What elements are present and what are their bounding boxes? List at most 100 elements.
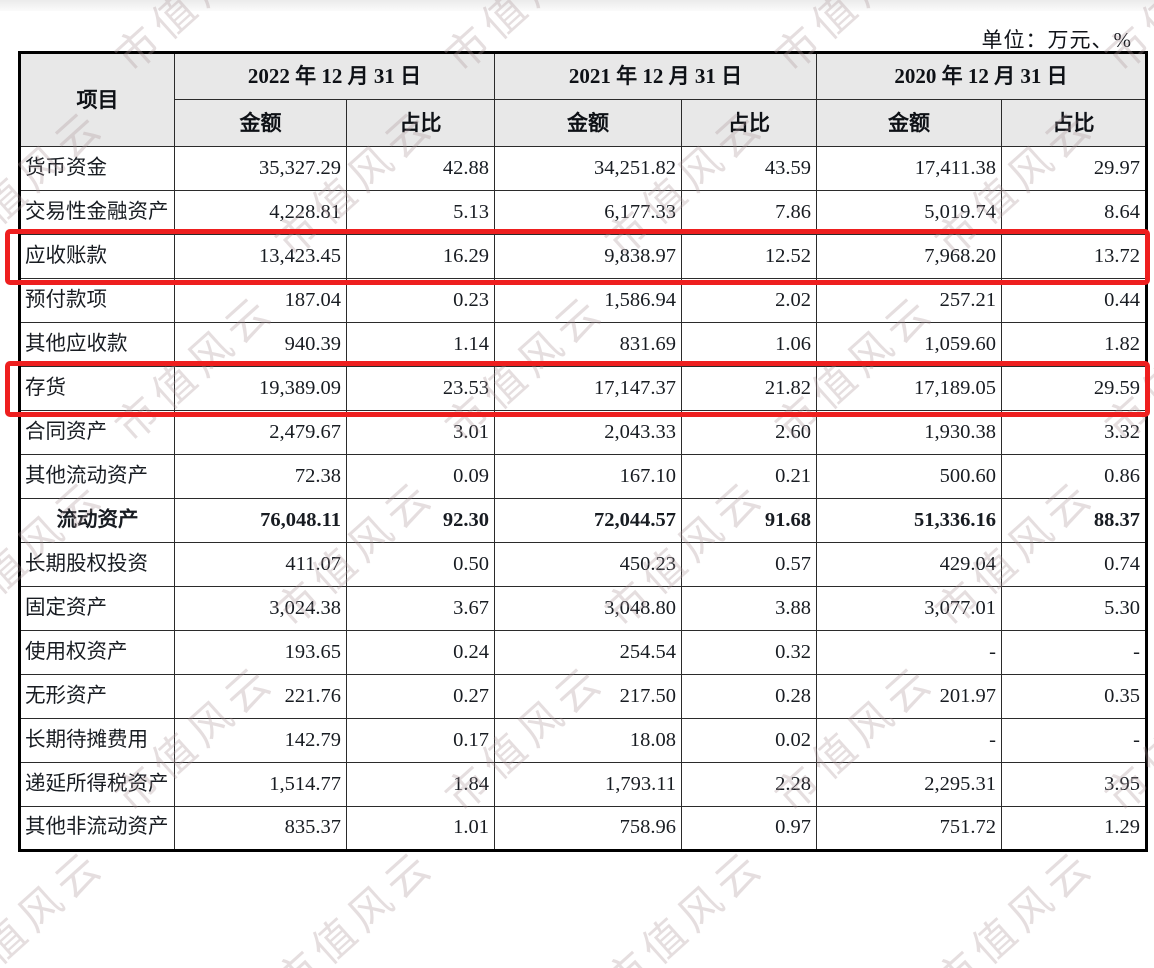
ratio-cell: 3.67 — [346, 586, 495, 631]
ratio-cell: 0.23 — [346, 278, 495, 323]
ratio-cell: 0.02 — [681, 718, 817, 763]
ratio-cell: 29.97 — [1001, 146, 1147, 191]
balance-sheet-table: 项目 2022 年 12 月 31 日 2021 年 12 月 31 日 202… — [18, 51, 1148, 852]
amount-cell: 201.97 — [816, 674, 1002, 719]
amount-cell: 9,838.97 — [494, 234, 682, 279]
amount-cell: 167.10 — [494, 454, 682, 499]
table-row: 流动资产 76,048.11 92.30 72,044.57 91.68 51,336.1… — [19, 498, 1147, 543]
ratio-cell: 92.30 — [346, 498, 495, 543]
col-header-date-2021: 2021 年 12 月 31 日 — [494, 52, 817, 100]
amount-cell: 76,048.11 — [174, 498, 347, 543]
amount-cell: 411.07 — [174, 542, 347, 587]
row-item-label: 货币资金 — [19, 146, 175, 191]
watermark-text: 市值风云 — [267, 841, 445, 968]
unit-label: 单位：万元、% — [981, 28, 1132, 52]
table-row: 递延所得税资产 1,514.77 1.84 1,793.11 2.28 2,295.31 3… — [19, 762, 1147, 807]
amount-cell: 2,479.67 — [174, 410, 347, 455]
ratio-cell: 3.01 — [346, 410, 495, 455]
ratio-cell: 13.72 — [1001, 234, 1147, 279]
ratio-cell: 42.88 — [346, 146, 495, 191]
amount-cell: 1,930.38 — [816, 410, 1002, 455]
ratio-cell: 0.24 — [346, 630, 495, 675]
row-item-label: 递延所得税资产 — [19, 762, 175, 807]
col-header-ratio-2020: 占比 — [1001, 99, 1147, 147]
ratio-cell: 0.27 — [346, 674, 495, 719]
amount-cell: 835.37 — [174, 806, 347, 851]
amount-cell: 17,147.37 — [494, 366, 682, 411]
ratio-cell: 1.29 — [1001, 806, 1147, 851]
col-header-item: 项目 — [19, 52, 175, 147]
table-row: 其他非流动资产 835.37 1.01 758.96 0.97 751.72 1.29 — [19, 806, 1147, 851]
amount-cell: 34,251.82 — [494, 146, 682, 191]
table-row: 交易性金融资产 4,228.81 5.13 6,177.33 7.86 5,019.74 8… — [19, 190, 1147, 235]
amount-cell: 254.54 — [494, 630, 682, 675]
col-header-ratio-2021: 占比 — [681, 99, 817, 147]
watermark-text: 市值风云 — [597, 841, 775, 968]
ratio-cell: 91.68 — [681, 498, 817, 543]
col-header-date-2020: 2020 年 12 月 31 日 — [816, 52, 1147, 100]
amount-cell: 35,327.29 — [174, 146, 347, 191]
ratio-cell: 3.95 — [1001, 762, 1147, 807]
amount-cell: 221.76 — [174, 674, 347, 719]
row-item-label: 合同资产 — [19, 410, 175, 455]
watermark-text: 市值风云 — [927, 841, 1105, 968]
col-header-amount-2022: 金额 — [174, 99, 347, 147]
amount-cell: 758.96 — [494, 806, 682, 851]
row-item-label: 长期股权投资 — [19, 542, 175, 587]
watermark-text: 市值风云 — [0, 841, 115, 968]
amount-cell: 187.04 — [174, 278, 347, 323]
amount-cell: 2,295.31 — [816, 762, 1002, 807]
ratio-cell: 23.53 — [346, 366, 495, 411]
amount-cell: 3,024.38 — [174, 586, 347, 631]
row-item-label: 其他非流动资产 — [19, 806, 175, 851]
amount-cell: - — [816, 718, 1002, 763]
row-item-label: 应收账款 — [19, 234, 175, 279]
ratio-cell: 2.02 — [681, 278, 817, 323]
row-item-label: 使用权资产 — [19, 630, 175, 675]
table-row: 应收账款 13,423.45 16.29 9,838.97 12.52 7,968.20 1… — [19, 234, 1147, 279]
amount-cell: 1,059.60 — [816, 322, 1002, 367]
amount-cell: 18.08 — [494, 718, 682, 763]
amount-cell: 51,336.16 — [816, 498, 1002, 543]
ratio-cell: 0.28 — [681, 674, 817, 719]
page-top-edge — [0, 0, 1154, 11]
ratio-cell: 5.13 — [346, 190, 495, 235]
ratio-cell: 29.59 — [1001, 366, 1147, 411]
amount-cell: 3,077.01 — [816, 586, 1002, 631]
row-item-label: 交易性金融资产 — [19, 190, 175, 235]
ratio-cell: 1.84 — [346, 762, 495, 807]
amount-cell: 940.39 — [174, 322, 347, 367]
amount-cell: 5,019.74 — [816, 190, 1002, 235]
amount-cell: 1,586.94 — [494, 278, 682, 323]
ratio-cell: 3.88 — [681, 586, 817, 631]
amount-cell: 450.23 — [494, 542, 682, 587]
table-row: 合同资产 2,479.67 3.01 2,043.33 2.60 1,930.38 3.32 — [19, 410, 1147, 455]
ratio-cell: 1.82 — [1001, 322, 1147, 367]
ratio-cell: 1.06 — [681, 322, 817, 367]
row-item-label: 流动资产 — [19, 498, 175, 543]
ratio-cell: 0.86 — [1001, 454, 1147, 499]
table-row: 使用权资产 193.65 0.24 254.54 0.32- - — [19, 630, 1147, 675]
amount-cell: 13,423.45 — [174, 234, 347, 279]
table-row: 无形资产 221.76 0.27 217.50 0.28 201.97 0.35 — [19, 674, 1147, 719]
ratio-cell: 0.09 — [346, 454, 495, 499]
row-item-label: 固定资产 — [19, 586, 175, 631]
col-header-amount-2020: 金额 — [816, 99, 1002, 147]
amount-cell: 751.72 — [816, 806, 1002, 851]
ratio-cell: 88.37 — [1001, 498, 1147, 543]
table-row: 固定资产 3,024.38 3.67 3,048.80 3.88 3,077.01 5.30 — [19, 586, 1147, 631]
amount-cell: 193.65 — [174, 630, 347, 675]
amount-cell: 72,044.57 — [494, 498, 682, 543]
ratio-cell: 1.01 — [346, 806, 495, 851]
row-item-label: 预付款项 — [19, 278, 175, 323]
col-header-ratio-2022: 占比 — [346, 99, 495, 147]
amount-cell: 72.38 — [174, 454, 347, 499]
amount-cell: 19,389.09 — [174, 366, 347, 411]
ratio-cell: 0.74 — [1001, 542, 1147, 587]
ratio-cell: 5.30 — [1001, 586, 1147, 631]
col-header-date-2022: 2022 年 12 月 31 日 — [174, 52, 495, 100]
header-row-measures: 金额 占比 金额 占比 金额 占比 — [20, 99, 1147, 147]
amount-cell: 2,043.33 — [494, 410, 682, 455]
table-row: 其他流动资产 72.38 0.09 167.10 0.21 500.60 0.86 — [19, 454, 1147, 499]
